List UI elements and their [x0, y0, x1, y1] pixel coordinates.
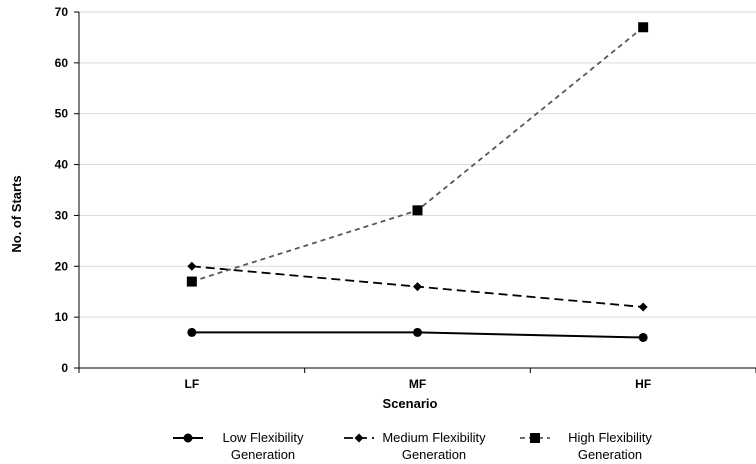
legend-marker: [354, 433, 364, 443]
legend-marker: [530, 433, 540, 443]
x-tick-label: HF: [635, 377, 651, 391]
legend-item: Low Flexibility Generation: [173, 430, 304, 462]
x-tick-label: MF: [409, 377, 426, 391]
legend-label: High Flexibility Generation: [568, 430, 652, 462]
series-2: [187, 261, 648, 312]
data-point: [186, 276, 197, 287]
data-point: [413, 327, 422, 337]
y-tick-label: 70: [55, 5, 69, 19]
data-point: [413, 282, 422, 292]
y-tick-label: 30: [55, 208, 69, 222]
legend: Low Flexibility Generation Medium Flexibil…: [173, 430, 652, 462]
x-tick-label: LF: [184, 377, 199, 391]
data-point: [638, 302, 648, 312]
data-point: [412, 205, 423, 216]
data-point: [187, 261, 197, 271]
legend-item: High Flexibility Generation: [520, 430, 652, 462]
legend-item: Medium Flexibility Generation: [344, 430, 486, 462]
y-tick-label: 0: [61, 361, 68, 375]
legend-marker: [183, 433, 193, 443]
data-point: [638, 22, 649, 33]
data-point: [638, 332, 648, 342]
y-tick-label: 40: [55, 158, 69, 172]
x-axis-title: Scenario: [383, 396, 438, 411]
y-tick-label: 20: [55, 259, 69, 273]
gridlines: [79, 11, 756, 318]
legend-label: Low Flexibility Generation: [223, 430, 304, 462]
legend-label: Medium Flexibility Generation: [382, 430, 486, 462]
series-layer: [186, 22, 649, 342]
y-tick-label: 50: [55, 107, 69, 121]
series-1: [187, 327, 648, 342]
series-3: [186, 22, 649, 287]
axes: 0 10 20 30 40 50 60 70 LF MF HF: [55, 5, 756, 391]
y-axis-title: No. of Starts: [9, 175, 24, 252]
y-tick-label: 60: [55, 56, 69, 70]
data-point: [187, 327, 197, 337]
y-tick-label: 10: [55, 310, 69, 324]
series-line: [191, 26, 644, 283]
